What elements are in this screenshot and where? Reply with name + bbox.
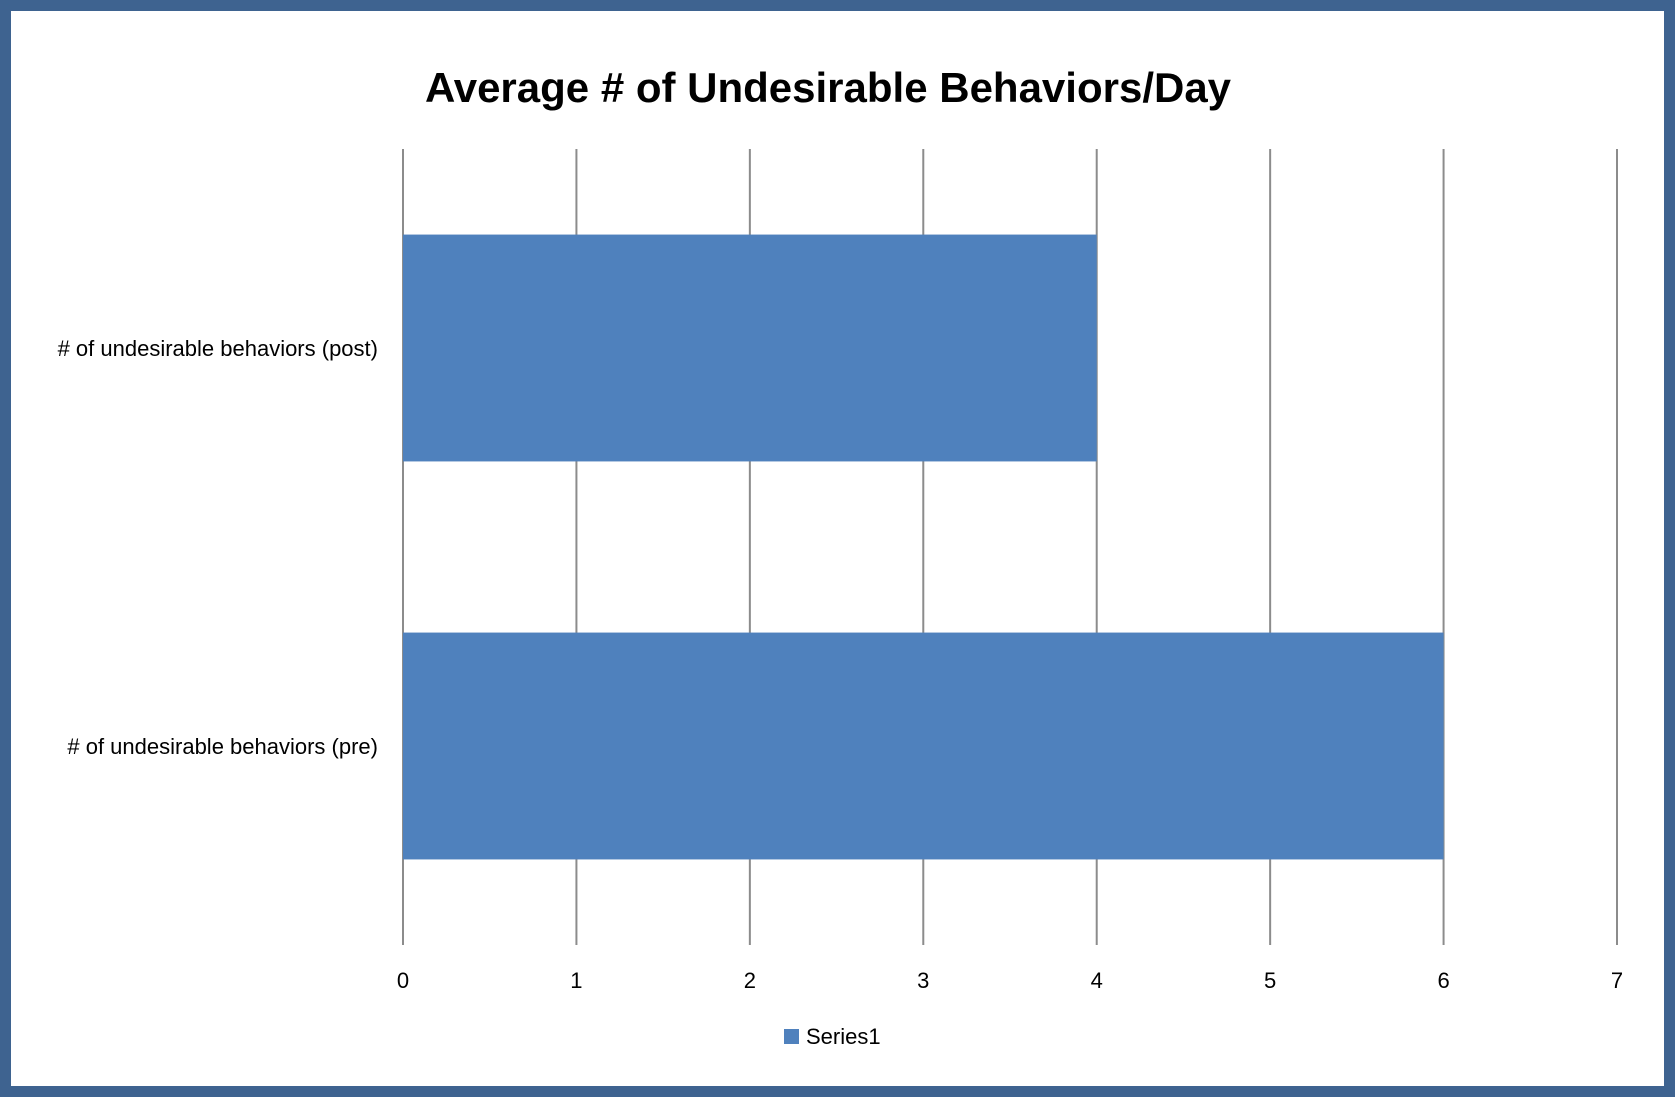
x-tick-label: 0 <box>397 968 409 993</box>
category-label: # of undesirable behaviors (post) <box>58 336 378 361</box>
legend-label: Series1 <box>806 1024 881 1049</box>
y-axis-categories: # of undesirable behaviors (post) # of un… <box>58 336 378 759</box>
bars <box>403 234 1444 860</box>
x-tick-label: 1 <box>570 968 582 993</box>
x-tick-label: 6 <box>1437 968 1449 993</box>
x-tick-label: 5 <box>1264 968 1276 993</box>
legend: Series1 <box>784 1024 881 1049</box>
bar <box>403 234 1097 462</box>
x-tick-label: 3 <box>917 968 929 993</box>
chart-title: Average # of Undesirable Behaviors/Day <box>425 64 1232 111</box>
x-tick-label: 2 <box>744 968 756 993</box>
x-tick-label: 4 <box>1091 968 1103 993</box>
x-tick-label: 7 <box>1611 968 1623 993</box>
category-label: # of undesirable behaviors (pre) <box>67 734 378 759</box>
x-axis-ticks: 0 1 2 3 4 5 6 7 <box>397 968 1623 993</box>
bar <box>403 632 1444 860</box>
legend-swatch <box>784 1029 799 1044</box>
